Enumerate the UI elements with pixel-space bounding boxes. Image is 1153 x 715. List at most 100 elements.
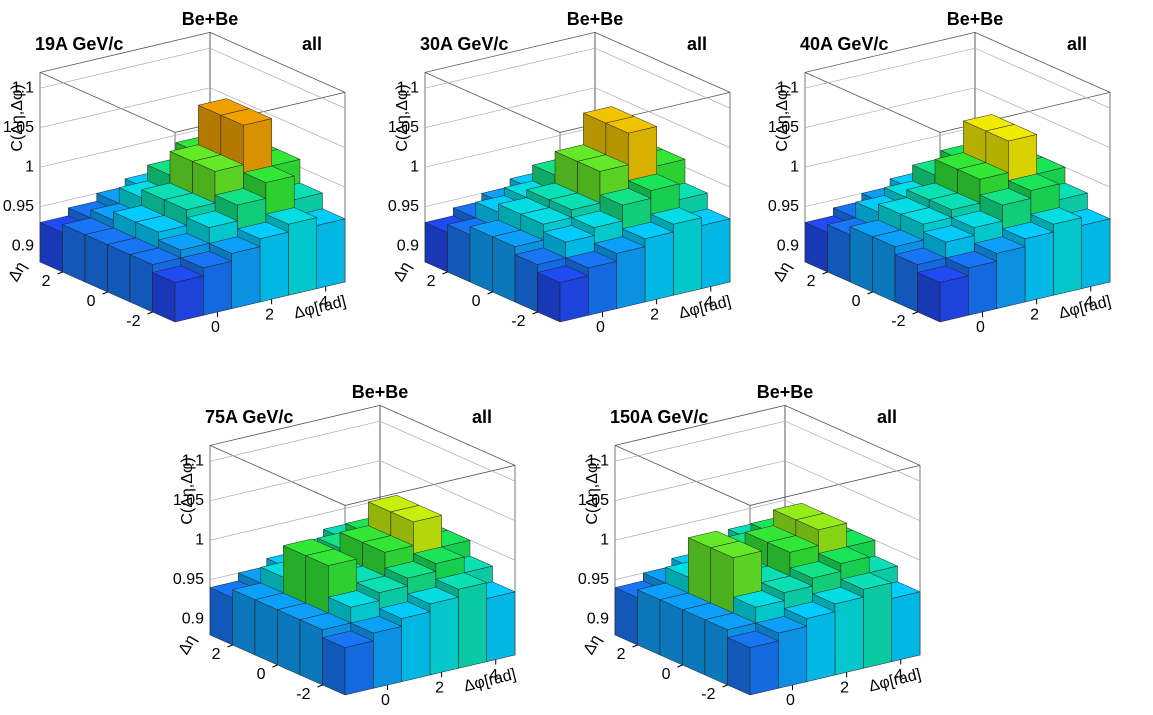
x-tick-label: 2 bbox=[265, 306, 274, 323]
bar-face bbox=[778, 626, 807, 689]
panel: 0.90.9511.051.1024-202Δφ[rad]ΔηC(Δη,Δφ)B… bbox=[768, 9, 1113, 336]
bar-face bbox=[458, 582, 487, 669]
bar-face bbox=[321, 630, 375, 648]
bar-face bbox=[180, 251, 233, 269]
y-tick bbox=[632, 644, 638, 648]
bar-face bbox=[1053, 217, 1082, 296]
bar-face bbox=[806, 611, 836, 683]
bar-face bbox=[486, 591, 516, 663]
y-tick bbox=[102, 291, 108, 295]
z-tick-label: 1 bbox=[600, 531, 609, 548]
bar-face bbox=[710, 540, 763, 558]
bar bbox=[916, 265, 970, 323]
y-tick bbox=[722, 684, 728, 688]
y-tick-label: 2 bbox=[617, 646, 626, 663]
x-tick-label: 4 bbox=[704, 294, 713, 311]
bar-face bbox=[673, 217, 702, 296]
bar-face bbox=[514, 247, 567, 265]
z-tick-label: 1.05 bbox=[173, 492, 204, 509]
y-tick-label: 0 bbox=[852, 293, 861, 310]
x-tick-label: 0 bbox=[976, 319, 985, 336]
bar-face bbox=[548, 192, 601, 210]
z-tick-label: 1 bbox=[790, 158, 799, 175]
grid-line bbox=[804, 87, 1111, 149]
z-tick-label: 1.1 bbox=[12, 79, 34, 96]
bar-face bbox=[849, 226, 873, 293]
bar-face bbox=[232, 589, 256, 656]
z-tick-label: 1.05 bbox=[388, 119, 419, 136]
grid-line bbox=[614, 420, 921, 482]
bar-face bbox=[627, 173, 680, 191]
bar-face bbox=[344, 640, 374, 696]
y-tick-label: 2 bbox=[807, 273, 816, 290]
z-tick-label: 1.1 bbox=[182, 452, 204, 469]
bar-face bbox=[985, 124, 1038, 142]
bar-face bbox=[588, 260, 617, 316]
z-axis-label: C(Δη,Δφ) bbox=[584, 457, 601, 524]
box-edge bbox=[209, 445, 516, 506]
bar-face bbox=[996, 246, 1026, 310]
x-tick-label: 0 bbox=[786, 692, 795, 709]
bar-face bbox=[259, 231, 289, 303]
bar-face bbox=[214, 188, 267, 206]
grid-line bbox=[209, 420, 516, 482]
panel-subtitle: 30A GeV/c bbox=[420, 34, 508, 54]
z-tick-label: 1 bbox=[25, 158, 34, 175]
panel-subtitle: 19A GeV/c bbox=[35, 34, 123, 54]
y-tick bbox=[487, 291, 493, 295]
bar-face bbox=[704, 612, 757, 630]
grid-line bbox=[424, 87, 731, 149]
y-tick bbox=[532, 311, 538, 315]
bar-face bbox=[840, 572, 893, 590]
bar-face bbox=[208, 236, 261, 254]
x-tick-label: 2 bbox=[650, 306, 659, 323]
bar-face bbox=[1024, 231, 1054, 303]
bar-face bbox=[191, 154, 245, 172]
z-tick-label: 1.1 bbox=[777, 79, 799, 96]
bar-face bbox=[599, 188, 652, 206]
grid-line bbox=[39, 47, 346, 109]
panel-subtitle: 150A GeV/c bbox=[610, 407, 708, 427]
bar-face bbox=[704, 619, 728, 686]
bar-face bbox=[1030, 207, 1083, 225]
bar-face bbox=[755, 616, 808, 634]
bar-face bbox=[316, 218, 346, 290]
bar-face bbox=[242, 165, 295, 183]
bar-face bbox=[1001, 221, 1055, 240]
y-tick bbox=[442, 271, 448, 275]
y-axis-label: Δη bbox=[175, 632, 200, 657]
bar-face bbox=[979, 188, 1032, 206]
z-tick-label: 0.9 bbox=[397, 237, 419, 254]
bar bbox=[726, 630, 780, 696]
bar-face bbox=[795, 512, 848, 531]
box-edge bbox=[39, 72, 346, 133]
bar-face bbox=[435, 572, 488, 590]
panel: 0.90.9511.051.1024-202Δφ[rad]ΔηC(Δη,Δφ)B… bbox=[173, 382, 518, 709]
bar-face bbox=[605, 116, 658, 134]
bar-face bbox=[203, 260, 232, 316]
bar-face bbox=[492, 236, 516, 303]
x-tick-label: 0 bbox=[596, 319, 605, 336]
bar-face bbox=[766, 535, 820, 553]
x-tick-label: 2 bbox=[840, 679, 849, 696]
z-tick-label: 1 bbox=[195, 531, 204, 548]
bar-face bbox=[542, 225, 595, 243]
bar-face bbox=[916, 265, 970, 283]
bar-face bbox=[236, 221, 290, 240]
z-tick-label: 1.05 bbox=[3, 119, 34, 136]
y-tick bbox=[912, 311, 918, 315]
bar-face bbox=[185, 210, 239, 228]
grid-line bbox=[614, 460, 921, 522]
bar-face bbox=[254, 599, 278, 666]
z-axis-label: C(Δη,Δφ) bbox=[774, 84, 791, 151]
bar-face bbox=[299, 612, 352, 630]
z-axis-label: C(Δη,Δφ) bbox=[9, 84, 26, 151]
x-tick-label: 2 bbox=[435, 679, 444, 696]
z-tick-label: 1 bbox=[410, 158, 419, 175]
bar-face bbox=[401, 611, 431, 683]
bar-face bbox=[570, 210, 624, 228]
z-tick-label: 0.9 bbox=[182, 610, 204, 627]
bar-face bbox=[412, 546, 465, 564]
bar-face bbox=[891, 591, 921, 663]
z-tick-label: 1.1 bbox=[397, 79, 419, 96]
